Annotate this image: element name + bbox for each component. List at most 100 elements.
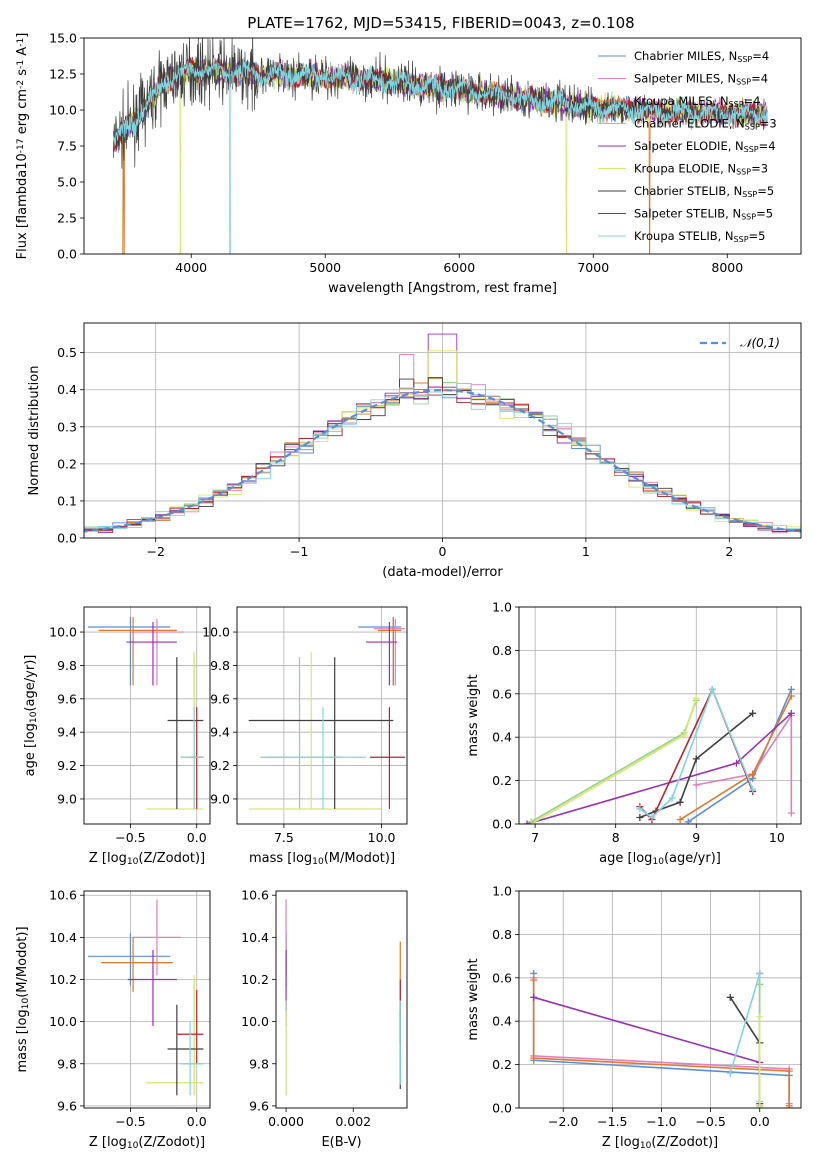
axes-frame: [275, 890, 408, 1109]
x-axis-label: Z [log10(Z/Zodot)]: [89, 1135, 205, 1151]
weight-line-3: [530, 700, 698, 823]
y-tick-label: 0.8: [492, 927, 512, 942]
plot-area-weight_vs_Z: [530, 969, 793, 1108]
panels: 4000 5000 6000 7000 80000.02.55.07.510.012.5…: [15, 31, 802, 1151]
weight-marker: [684, 818, 692, 824]
x-tick-label: −1.5: [597, 1114, 627, 1129]
x-tick-label: 6000: [443, 260, 475, 275]
y-tick-label: 9.0: [210, 791, 230, 806]
axes-mass_vs_ebv: 0.000 0.002 9.6 9.8 10.0 10.2 10.4 10.6 E(B-V): [241, 888, 408, 1150]
y-tick-label: 0.0: [57, 531, 77, 546]
y-tick-label: 0.0: [57, 247, 77, 262]
errorbar-6: [248, 657, 394, 809]
panel-mass_vs_ebv: 0.000 0.002 9.6 9.8 10.0 10.2 10.4 10.6 E(B-V): [241, 888, 408, 1150]
y-tick-label: 7.5: [57, 139, 77, 154]
x-axis-label: age [log10(age/yr)]: [599, 851, 721, 867]
legend-label: Salpeter ELODIE, N: [634, 139, 744, 153]
x-axis-label: E(B-V): [321, 1135, 361, 1150]
x-tick-label: 10: [769, 830, 785, 845]
y-tick-label: 9.4: [57, 725, 77, 740]
x-tick-label: −0.5: [115, 830, 145, 845]
y-tick-label: 0.4: [492, 730, 512, 745]
weight-line-6: [729, 996, 761, 1108]
panel-weight_vs_age: 7 8 9 10 0.0 0.2 0.4 0.6 0.8 1.0 age [log10(age/yr…: [466, 600, 802, 867]
weight-marker: [726, 993, 734, 1001]
x-tick-label: 0.000: [268, 1114, 304, 1129]
legend-sub: SSP: [736, 168, 751, 177]
errorbar-2: [98, 617, 177, 686]
legend-label: Kroupa ELODIE, N: [634, 162, 736, 176]
legend-label: Salpeter STELIB, N: [634, 207, 741, 221]
y-tick-label: 15.0: [49, 31, 77, 46]
plot-area-mass_vs_Z: [87, 899, 204, 1096]
plot-area-age_vs_Z: [87, 617, 204, 810]
legend-tail: =4: [744, 94, 761, 108]
errorbar-3: [260, 657, 343, 809]
y-tick-label: 2.5: [57, 211, 77, 226]
x-tick-label: −0.5: [115, 1114, 145, 1129]
y-tick-label: 9.0: [57, 791, 77, 806]
errorbar-8: [180, 1021, 204, 1096]
plot-area-residuals: [84, 333, 801, 538]
weight-marker: [692, 694, 700, 702]
x-axis-label: wavelength [Angstrom, rest frame]: [328, 281, 557, 296]
errorbar-7: [369, 707, 406, 809]
errorbar-6: [167, 1004, 204, 1096]
y-tick-label: 9.8: [210, 658, 230, 673]
errorbar-1: [133, 899, 181, 976]
y-tick-label: 9.2: [210, 758, 230, 773]
plot-area-weight_vs_age: [523, 685, 795, 824]
y-tick-label: 10.0: [49, 1014, 77, 1029]
weight-marker: [636, 805, 644, 813]
weight-marker: [787, 685, 795, 693]
y-tick-label: 10.2: [241, 972, 269, 987]
weight-marker: [680, 731, 688, 739]
y-axis-label: mass weight: [466, 674, 481, 756]
weight-marker: [749, 770, 757, 778]
weight-marker: [523, 820, 531, 824]
y-tick-label: 0.6: [492, 686, 512, 701]
plot-area-mass_vs_ebv: [285, 899, 401, 1096]
legend-tail: =4: [751, 72, 768, 86]
errorbar-0: [87, 933, 171, 986]
legend-entry: Kroupa STELIB, NSSP=5: [634, 229, 765, 244]
x-tick-label: 8000: [711, 260, 743, 275]
y-tick-label: 9.8: [57, 1056, 77, 1071]
weight-marker: [676, 816, 684, 824]
legend-entry: Kroupa ELODIE, NSSP=3: [634, 162, 768, 177]
legend-entry: Salpeter MILES, NSSP=4: [634, 72, 768, 87]
legend-sub: SSP: [736, 78, 751, 87]
legend-sub: SSP: [741, 213, 756, 222]
y-tick-label: 10.6: [241, 888, 269, 903]
x-tick-label: −2.0: [548, 1114, 578, 1129]
y-tick-label: 0.4: [57, 382, 77, 397]
y-tick-label: 10.6: [49, 888, 77, 903]
y-axis-label: Flux [flambda10-17 erg cm-2 s-1 A-1]: [15, 33, 30, 260]
weight-line-1: [696, 712, 793, 814]
x-tick-label: 7000: [577, 260, 609, 275]
y-tick-label: 10.0: [49, 625, 77, 640]
legend-tail: =4: [752, 49, 769, 63]
panel-residuals: −2 −1 0 1 2 0.0 0.1 0.2 0.3 0.4 0.5 (data-model)/er…: [27, 322, 802, 580]
x-tick-label: 9: [692, 830, 700, 845]
legend-sub: SSP: [734, 235, 749, 244]
weight-marker: [756, 1013, 764, 1021]
weight-marker: [648, 813, 656, 821]
weight-marker: [692, 755, 700, 763]
legend-sub: SSP: [737, 55, 752, 64]
y-tick-label: 9.6: [57, 1098, 77, 1113]
y-tick-label: 0.0: [492, 817, 512, 832]
x-tick-label: −2: [146, 544, 164, 559]
panel-age_vs_mass: 7.5 10.0 9.0 9.2 9.4 9.6 9.8 10.0 mass [log10(M/…: [202, 606, 408, 867]
y-tick-label: 0.0: [492, 1101, 512, 1116]
x-tick-label: 4000: [175, 260, 207, 275]
weight-marker: [756, 980, 764, 988]
y-tick-label: 0.1: [57, 493, 77, 508]
axes-frame: [518, 606, 802, 825]
errorbar-3: [180, 979, 204, 1096]
weight-marker: [733, 759, 741, 767]
weight-marker: [787, 709, 795, 717]
x-axis-label: mass [log10(M/Modot)]: [249, 851, 395, 867]
panel-spectrum: 4000 5000 6000 7000 8000 0.0 2.5 5.0 7.5 10.0 12.5…: [15, 31, 802, 296]
y-tick-label: 5.0: [57, 175, 77, 190]
